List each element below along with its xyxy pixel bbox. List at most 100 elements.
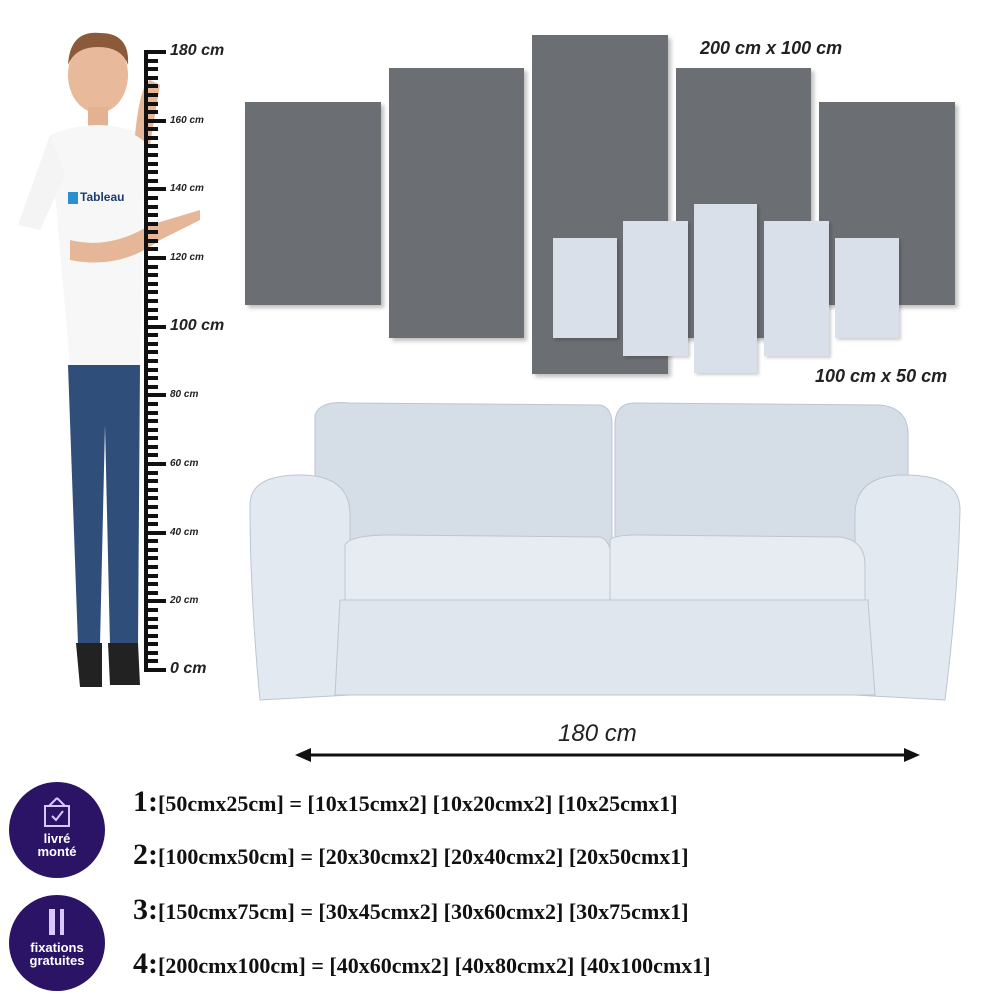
ruler-tick: [144, 213, 158, 218]
ruler-tick: [144, 539, 158, 544]
ruler-tick: [144, 84, 158, 89]
badge-text: gratuites: [29, 953, 85, 968]
ruler-tick: [144, 453, 158, 458]
badge-text: monté: [37, 844, 77, 859]
ruler-tick: [144, 290, 158, 295]
size-row-2: 2:[100cmx50cm] = [20x30cmx2] [20x40cmx2]…: [133, 838, 689, 872]
ruler-tick: [144, 178, 158, 183]
ruler-tick: [144, 281, 158, 286]
ruler-tick: [144, 110, 158, 115]
hanging-frame-check-icon: [44, 797, 70, 827]
ruler-tick: [144, 58, 158, 63]
badge-assembled: livré monté: [9, 782, 105, 878]
ruler-tick: [144, 307, 158, 312]
ruler-tick: [144, 599, 166, 604]
size-text: [150cmx75cm] = [30x45cmx2] [30x60cmx2] […: [158, 899, 689, 924]
ruler-tick: [144, 650, 158, 655]
person-figure: [18, 32, 200, 687]
ruler-tick: [144, 668, 166, 672]
ruler-label: 160 cm: [170, 114, 204, 126]
size-number: 3:: [133, 893, 158, 926]
small-panel-3: [694, 204, 757, 373]
ruler-tick: [144, 410, 158, 415]
ruler-label: 80 cm: [170, 389, 199, 401]
ruler-tick: [144, 401, 158, 406]
ruler-tick: [144, 444, 158, 449]
ruler-label: 0 cm: [170, 660, 207, 677]
ruler-tick: [144, 135, 158, 140]
badge-text: fixations: [30, 940, 84, 955]
ruler-tick: [144, 75, 158, 80]
ruler-tick: [144, 376, 158, 381]
ruler-tick: [144, 479, 158, 484]
ruler-tick: [144, 221, 158, 226]
ruler-tick: [144, 256, 166, 260]
ruler-tick: [144, 607, 158, 612]
size-text: [200cmx100cm] = [40x60cmx2] [40x80cmx2] …: [158, 953, 711, 978]
logo-icon: [68, 191, 78, 204]
small-panel-4: [764, 221, 829, 356]
ruler-tick: [144, 367, 158, 372]
sofa-image: [249, 402, 961, 701]
ruler-tick: [144, 341, 158, 346]
ruler-tick: [144, 273, 158, 278]
ruler-tick: [144, 487, 158, 492]
ruler-tick: [144, 547, 158, 552]
ruler-tick: [144, 359, 158, 363]
ruler-tick: [144, 530, 166, 535]
size-number: 4:: [133, 947, 158, 980]
ruler-tick: [144, 590, 158, 595]
ruler-tick: [144, 118, 166, 123]
ruler-tick: [144, 101, 158, 106]
size-text: [100cmx50cm] = [20x30cmx2] [20x40cmx2] […: [158, 844, 689, 869]
ruler-tick: [144, 144, 158, 149]
large-panel-2: [389, 68, 524, 338]
ruler-tick: [144, 316, 158, 321]
ruler-tick: [144, 522, 158, 527]
small-panel-2: [623, 221, 688, 356]
height-ruler: 180 cm 160 cm 140 cm 120 cm 100 cm 80 cm 60 cm…: [140, 0, 250, 700]
ruler-tick: [144, 625, 158, 630]
ruler-tick: [144, 170, 158, 175]
small-panel-5: [835, 238, 899, 338]
ruler-label: 20 cm: [170, 595, 199, 607]
shirt-logo: Tableau: [68, 190, 124, 204]
screw-plug-icon: [49, 909, 64, 935]
size-row-4: 4:[200cmx100cm] = [40x60cmx2] [40x80cmx2…: [133, 947, 711, 981]
size-text: [50cmx25cm] = [10x15cmx2] [10x20cmx2] [1…: [158, 791, 678, 816]
ruler-tick: [144, 633, 158, 638]
ruler-tick: [144, 298, 158, 303]
ruler-tick: [144, 127, 158, 132]
ruler-tick: [144, 642, 158, 647]
ruler-tick: [144, 195, 158, 200]
ruler-tick: [144, 616, 158, 621]
small-panel-1: [553, 238, 617, 338]
badge-free-fixings: fixations gratuites: [9, 895, 105, 991]
ruler-tick: [144, 419, 158, 424]
ruler-tick: [144, 92, 158, 97]
ruler-tick: [144, 573, 158, 578]
ruler-tick: [144, 161, 158, 166]
ruler-tick: [144, 324, 166, 329]
ruler-tick: [144, 427, 158, 432]
ruler-tick: [144, 230, 158, 235]
ruler-label: 60 cm: [170, 458, 199, 469]
ruler-label: 120 cm: [170, 252, 204, 263]
size-row-1: 1:[50cmx25cm] = [10x15cmx2] [10x20cmx2] …: [133, 785, 678, 819]
ruler-tick: [144, 264, 158, 269]
ruler-label: 140 cm: [170, 183, 204, 195]
ruler-tick: [144, 496, 158, 501]
large-set-label: 200 cm x 100 cm: [700, 38, 843, 58]
ruler-tick: [144, 462, 166, 466]
ruler-tick: [144, 350, 158, 355]
size-number: 2:: [133, 838, 158, 871]
ruler-tick: [144, 556, 158, 561]
ruler-tick: [144, 393, 166, 398]
large-panel-1: [245, 102, 381, 305]
ruler-tick: [144, 659, 158, 664]
ruler-tick: [144, 333, 158, 338]
ruler-tick: [144, 470, 158, 475]
ruler-tick: [144, 436, 158, 441]
ruler-tick: [144, 504, 158, 509]
size-number: 1:: [133, 785, 158, 818]
